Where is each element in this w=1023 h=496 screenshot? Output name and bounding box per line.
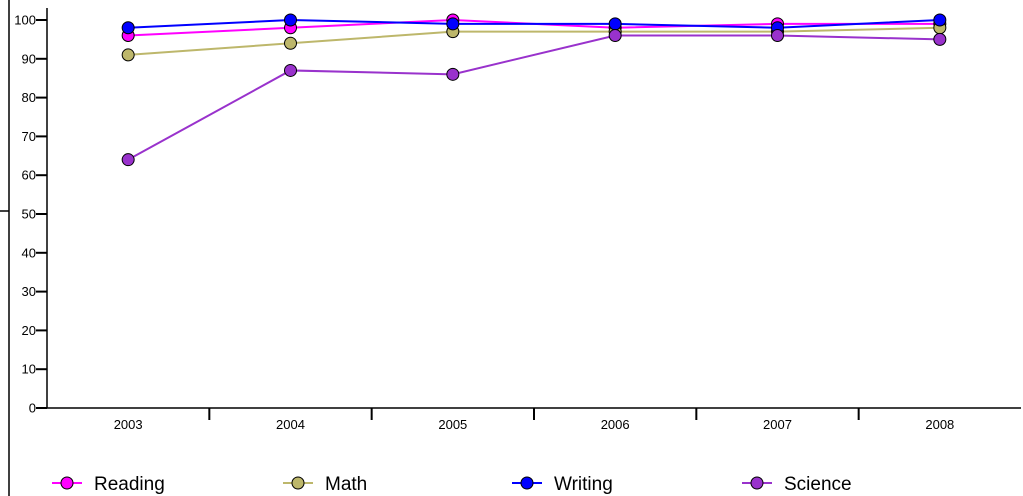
data-point bbox=[446, 67, 460, 81]
series-line bbox=[128, 26, 940, 56]
legend-item-writing: Writing bbox=[512, 474, 613, 495]
x-tick-label: 2007 bbox=[763, 417, 792, 432]
y-tick-label: 50 bbox=[22, 207, 36, 222]
y-tick-label: 100 bbox=[14, 13, 36, 28]
legend-swatch-marker bbox=[60, 476, 74, 490]
data-point bbox=[121, 48, 135, 62]
y-tick-label: 90 bbox=[22, 51, 36, 66]
data-point bbox=[284, 13, 297, 27]
data-point bbox=[608, 17, 622, 31]
series-layer bbox=[121, 13, 947, 167]
legend: Reading Math Writing Science bbox=[52, 474, 852, 495]
series-line bbox=[127, 34, 940, 161]
legend-label: Math bbox=[325, 474, 367, 495]
legend-item-science: Science bbox=[742, 474, 852, 495]
legend-label: Science bbox=[784, 474, 852, 495]
series-science bbox=[121, 29, 947, 167]
x-tick-label: 2006 bbox=[601, 417, 630, 432]
legend-label: Reading bbox=[94, 474, 165, 495]
data-point bbox=[933, 32, 947, 46]
legend-swatch-marker bbox=[291, 476, 305, 490]
x-axis-ticks: 2003 2004 2005 2006 2007 2008 bbox=[114, 408, 954, 432]
y-tick-label: 20 bbox=[22, 323, 36, 338]
data-point bbox=[933, 13, 947, 27]
y-tick-label: 0 bbox=[29, 401, 36, 416]
x-tick-label: 2008 bbox=[925, 417, 954, 432]
y-tick-label: 30 bbox=[22, 284, 36, 299]
series-line bbox=[128, 18, 940, 29]
x-tick-label: 2003 bbox=[114, 417, 143, 432]
y-axis-ticks: 0 10 20 30 40 50 60 70 80 90 100 bbox=[14, 13, 47, 416]
data-point bbox=[771, 29, 784, 43]
y-tick-label: 10 bbox=[22, 362, 36, 377]
y-tick-label: 70 bbox=[22, 129, 36, 144]
data-point bbox=[446, 17, 460, 31]
legend-item-reading: Reading bbox=[52, 474, 165, 495]
y-tick-label: 60 bbox=[22, 168, 36, 183]
data-point bbox=[284, 63, 297, 77]
legend-swatch-marker bbox=[520, 476, 534, 490]
data-point bbox=[608, 29, 622, 43]
legend-swatch-marker bbox=[750, 476, 764, 490]
legend-item-math: Math bbox=[283, 474, 367, 495]
y-tick-label: 40 bbox=[22, 245, 36, 260]
data-point bbox=[121, 21, 135, 35]
y-tick-label: 80 bbox=[22, 90, 36, 105]
data-point bbox=[121, 153, 135, 167]
x-tick-label: 2005 bbox=[438, 417, 467, 432]
x-tick-label: 2004 bbox=[276, 417, 305, 432]
legend-label: Writing bbox=[554, 474, 613, 495]
data-point bbox=[284, 36, 297, 50]
